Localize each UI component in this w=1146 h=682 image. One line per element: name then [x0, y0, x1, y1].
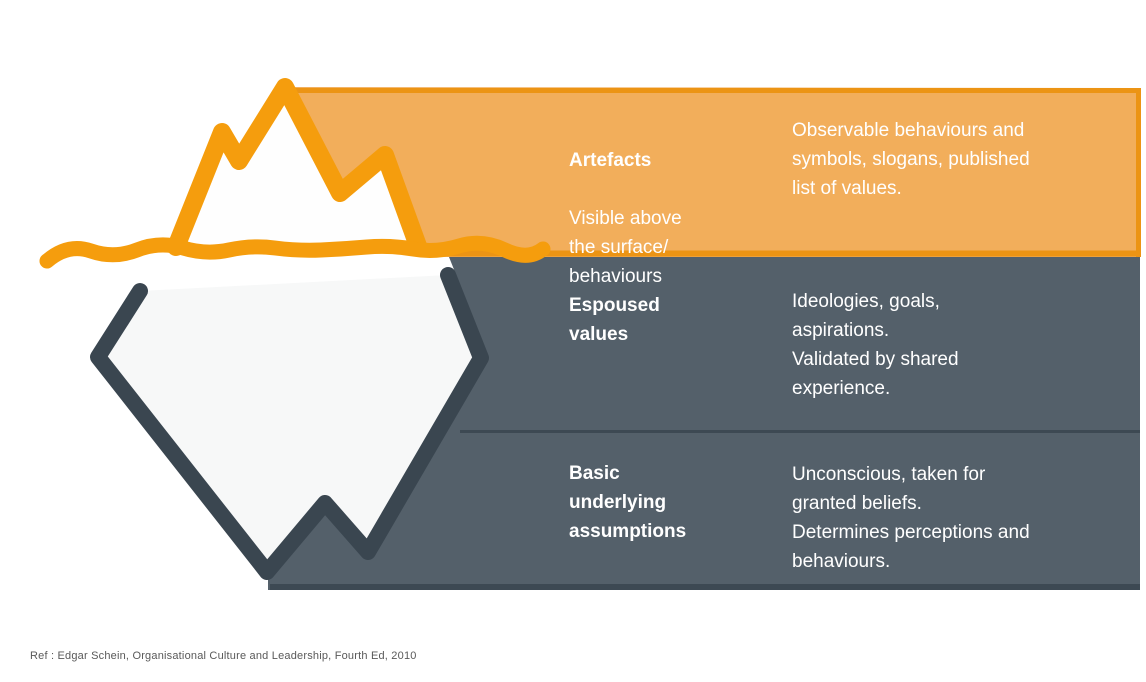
basic-assumptions-description: Unconscious, taken for granted beliefs. …	[792, 464, 1030, 572]
iceberg-underwater-outline	[90, 267, 489, 580]
iceberg-underwater-body	[98, 275, 481, 572]
reference-note: Ref : Edgar Schein, Organisational Cultu…	[30, 650, 417, 662]
iceberg-above-water-body	[176, 87, 418, 247]
artefacts-description: Observable behaviours and symbols, sloga…	[792, 120, 1030, 199]
iceberg-above-water-outline	[167, 78, 427, 256]
underwater-bands-shape	[268, 257, 1140, 590]
artefacts-band-shape	[285, 87, 1141, 257]
artefacts-sublabel: Visible above the surface/ behaviours	[569, 208, 682, 287]
basic-assumptions-label: Basic underlying assumptions	[569, 463, 687, 542]
artefacts-label: Artefacts	[569, 150, 652, 171]
waterline-wave	[39, 235, 551, 269]
espoused-values-description: Ideologies, goals, aspirations. Validate…	[792, 291, 959, 399]
artefacts-label-block: Artefacts Visible above the surface/ beh…	[569, 117, 769, 291]
espoused-values-label: Espoused values	[569, 295, 660, 345]
